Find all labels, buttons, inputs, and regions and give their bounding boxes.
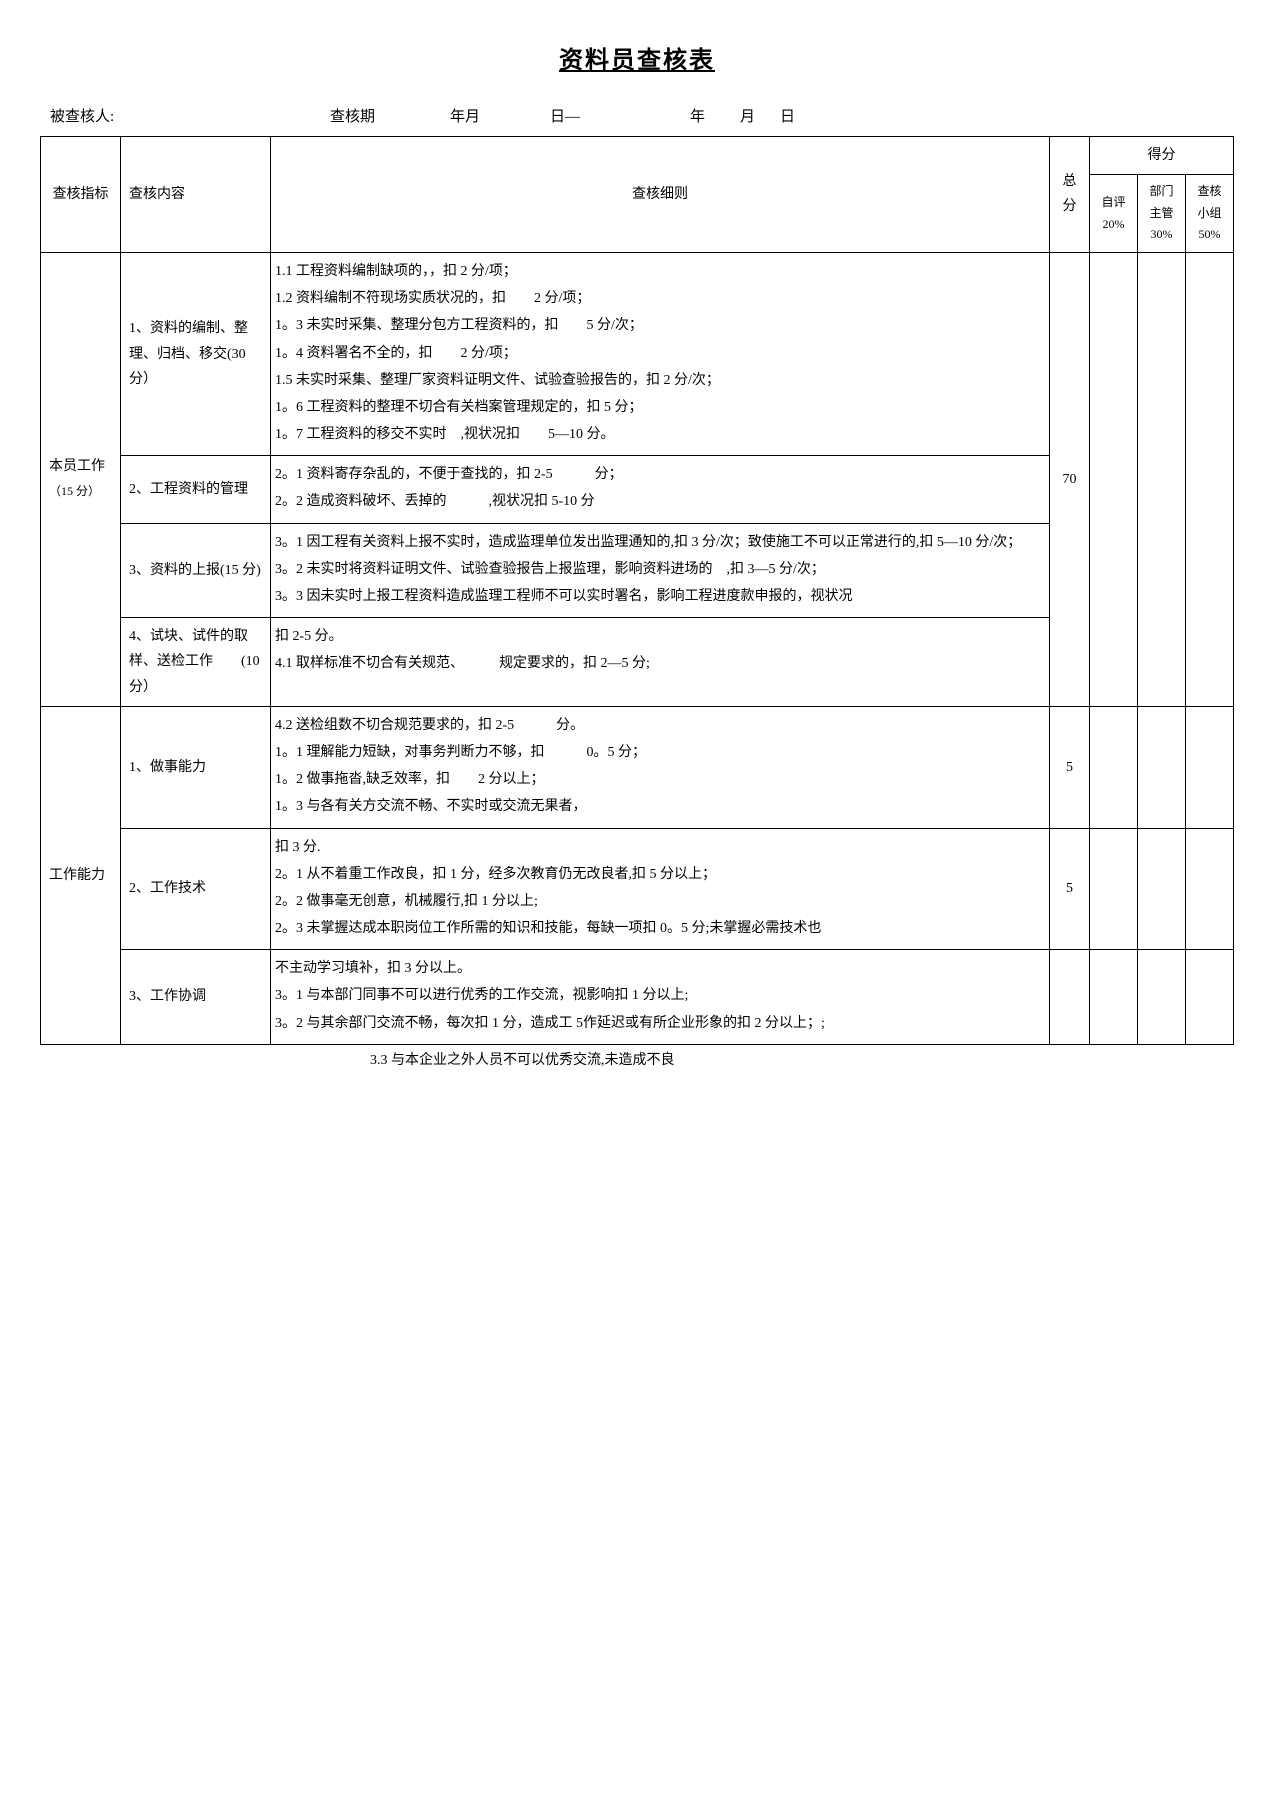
content-cell: 2、工作技术 [121, 828, 271, 950]
th-group-label: 查核小组 [1194, 181, 1225, 224]
table-row: 2、工作技术 扣 3 分. 2。1 从不着重工作改良，扣 1 分，经多次教育仍无… [41, 828, 1234, 950]
examined-label: 被查核人: [50, 105, 330, 126]
self-score-cell[interactable] [1090, 828, 1138, 950]
total-cell: 5 [1050, 706, 1090, 828]
rule-line: 3。1 与本部门同事不可以进行优秀的工作交流，视影响扣 1 分以上; [275, 983, 1045, 1008]
th-self-label: 自评 [1098, 192, 1129, 214]
header-line: 被查核人: 查核期 年月 日— 年 月 日 [40, 105, 1234, 126]
day-label: 日— [550, 105, 690, 126]
rules-cell: 不主动学习填补，扣 3 分以上。 3。1 与本部门同事不可以进行优秀的工作交流，… [271, 950, 1050, 1045]
rule-line: 1.2 资料编制不符现场实质状况的，扣 2 分/项； [275, 286, 1045, 311]
period-label: 查核期 [330, 105, 450, 126]
rule-line: 2。2 做事毫无创意，机械履行,扣 1 分以上; [275, 889, 1045, 914]
th-dept-label: 部门主管 [1146, 181, 1177, 224]
content-cell: 1、做事能力 [121, 706, 271, 828]
rule-line: 3。2 与其余部门交流不畅，每次扣 1 分，造成工 5作延迟或有所企业形象的扣 … [275, 1011, 1045, 1036]
group-score-cell[interactable] [1186, 828, 1234, 950]
th-self-pct: 20% [1098, 214, 1129, 236]
dept-score-cell[interactable] [1138, 706, 1186, 828]
table-row: 工作能力 1、做事能力 4.2 送检组数不切合规范要求的，扣 2-5 分。 1。… [41, 706, 1234, 828]
page-title: 资料员查核表 [40, 40, 1234, 75]
rule-line: 1。7 工程资料的移交不实时 ,视状况扣 5—10 分。 [275, 422, 1045, 447]
rules-cell: 4.2 送检组数不切合规范要求的，扣 2-5 分。 1。1 理解能力短缺，对事务… [271, 706, 1050, 828]
rules-cell: 扣 2-5 分。 4.1 取样标准不切合有关规范、 规定要求的，扣 2—5 分; [271, 618, 1050, 707]
category-cell: 本员工作 （15 分） [41, 252, 121, 706]
th-group: 查核小组 50% [1186, 175, 1234, 253]
rule-line: 2。1 资料寄存杂乱的，不便于查找的，扣 2-5 分； [275, 462, 1045, 487]
content-cell: 3、工作协调 [121, 950, 271, 1045]
rule-line: 1。6 工程资料的整理不切合有关档案管理规定的，扣 5 分； [275, 395, 1045, 420]
rule-line: 扣 3 分. [275, 835, 1045, 860]
content-cell: 2、工程资料的管理 [121, 456, 271, 523]
content-cell: 4、试块、试件的取样、送检工作 (10 分） [121, 618, 271, 707]
th-total: 总分 [1050, 137, 1090, 253]
rule-line: 1。3 与各有关方交流不畅、不实时或交流无果者， [275, 794, 1045, 819]
content-cell: 3、资料的上报(15 分) [121, 523, 271, 618]
rules-cell: 扣 3 分. 2。1 从不着重工作改良，扣 1 分，经多次教育仍无改良者,扣 5… [271, 828, 1050, 950]
self-score-cell[interactable] [1090, 252, 1138, 706]
rule-line: 4.1 取样标准不切合有关规范、 规定要求的，扣 2—5 分; [275, 651, 1045, 676]
total-cell: 5 [1050, 828, 1090, 950]
content-cell: 1、资料的编制、整理、归档、移交(30 分） [121, 252, 271, 455]
group-score-cell[interactable] [1186, 252, 1234, 706]
rule-line: 3。2 未实时将资料证明文件、试验查验报告上报监理，影响资料进场的 ,扣 3—5… [275, 557, 1045, 582]
rule-line: 扣 2-5 分。 [275, 624, 1045, 649]
rules-cell: 1.1 工程资料编制缺项的，，扣 2 分/项； 1.2 资料编制不符现场实质状况… [271, 252, 1050, 455]
total-cell: 70 [1050, 252, 1090, 706]
rule-line: 4.2 送检组数不切合规范要求的，扣 2-5 分。 [275, 713, 1045, 738]
th-group-pct: 50% [1194, 224, 1225, 246]
th-category: 查核指标 [41, 137, 121, 253]
rule-line: 1。1 理解能力短缺，对事务判断力不够，扣 0。5 分； [275, 740, 1045, 765]
self-score-cell[interactable] [1090, 950, 1138, 1045]
rule-line: 2。3 未掌握达成本职岗位工作所需的知识和技能，每缺一项扣 0。5 分;未掌握必… [275, 916, 1045, 941]
th-content: 查核内容 [121, 137, 271, 253]
dept-score-cell[interactable] [1138, 252, 1186, 706]
rule-line: 3。1 因工程有关资料上报不实时，造成监理单位发出监理通知的,扣 3 分/次；致… [275, 530, 1045, 555]
ym-label: 年月 [450, 105, 550, 126]
spillover-text: 3.3 与本企业之外人员不可以优秀交流,未造成不良 [40, 1045, 1234, 1069]
assessment-table: 查核指标 查核内容 查核细则 总分 得分 自评 20% 部门主管 30% 查核小… [40, 136, 1234, 1045]
rule-line: 1。4 资料署名不全的，扣 2 分/项； [275, 341, 1045, 366]
rule-line: 2。2 造成资料破坏、丢掉的 ,视状况扣 5-10 分 [275, 489, 1045, 514]
rules-cell: 3。1 因工程有关资料上报不实时，造成监理单位发出监理通知的,扣 3 分/次；致… [271, 523, 1050, 618]
group-score-cell[interactable] [1186, 706, 1234, 828]
year-label: 年 [690, 105, 740, 126]
table-row: 3、工作协调 不主动学习填补，扣 3 分以上。 3。1 与本部门同事不可以进行优… [41, 950, 1234, 1045]
day2-label: 日 [780, 105, 820, 126]
category-hint: （15 分） [49, 484, 100, 498]
category-name: 本员工作 [49, 459, 105, 474]
table-header-row: 查核指标 查核内容 查核细则 总分 得分 [41, 137, 1234, 175]
th-score: 得分 [1090, 137, 1234, 175]
rules-cell: 2。1 资料寄存杂乱的，不便于查找的，扣 2-5 分； 2。2 造成资料破坏、丢… [271, 456, 1050, 523]
rule-line: 1.5 未实时采集、整理厂家资料证明文件、试验查验报告的，扣 2 分/次； [275, 368, 1045, 393]
th-dept-pct: 30% [1146, 224, 1177, 246]
total-cell [1050, 950, 1090, 1045]
rule-line: 不主动学习填补，扣 3 分以上。 [275, 956, 1045, 981]
th-dept: 部门主管 30% [1138, 175, 1186, 253]
month-label: 月 [740, 105, 780, 126]
self-score-cell[interactable] [1090, 706, 1138, 828]
th-rules: 查核细则 [271, 137, 1050, 253]
dept-score-cell[interactable] [1138, 950, 1186, 1045]
rule-line: 1。3 未实时采集、整理分包方工程资料的，扣 5 分/次； [275, 313, 1045, 338]
rule-line: 1。2 做事拖沓,缺乏效率，扣 2 分以上； [275, 767, 1045, 792]
category-cell: 工作能力 [41, 706, 121, 1044]
dept-score-cell[interactable] [1138, 828, 1186, 950]
th-self: 自评 20% [1090, 175, 1138, 253]
rule-line: 2。1 从不着重工作改良，扣 1 分，经多次教育仍无改良者,扣 5 分以上； [275, 862, 1045, 887]
rule-line: 1.1 工程资料编制缺项的，，扣 2 分/项； [275, 259, 1045, 284]
rule-line: 3。3 因未实时上报工程资料造成监理工程师不可以实时署名，影响工程进度款申报的，… [275, 584, 1045, 609]
table-row: 本员工作 （15 分） 1、资料的编制、整理、归档、移交(30 分） 1.1 工… [41, 252, 1234, 455]
group-score-cell[interactable] [1186, 950, 1234, 1045]
